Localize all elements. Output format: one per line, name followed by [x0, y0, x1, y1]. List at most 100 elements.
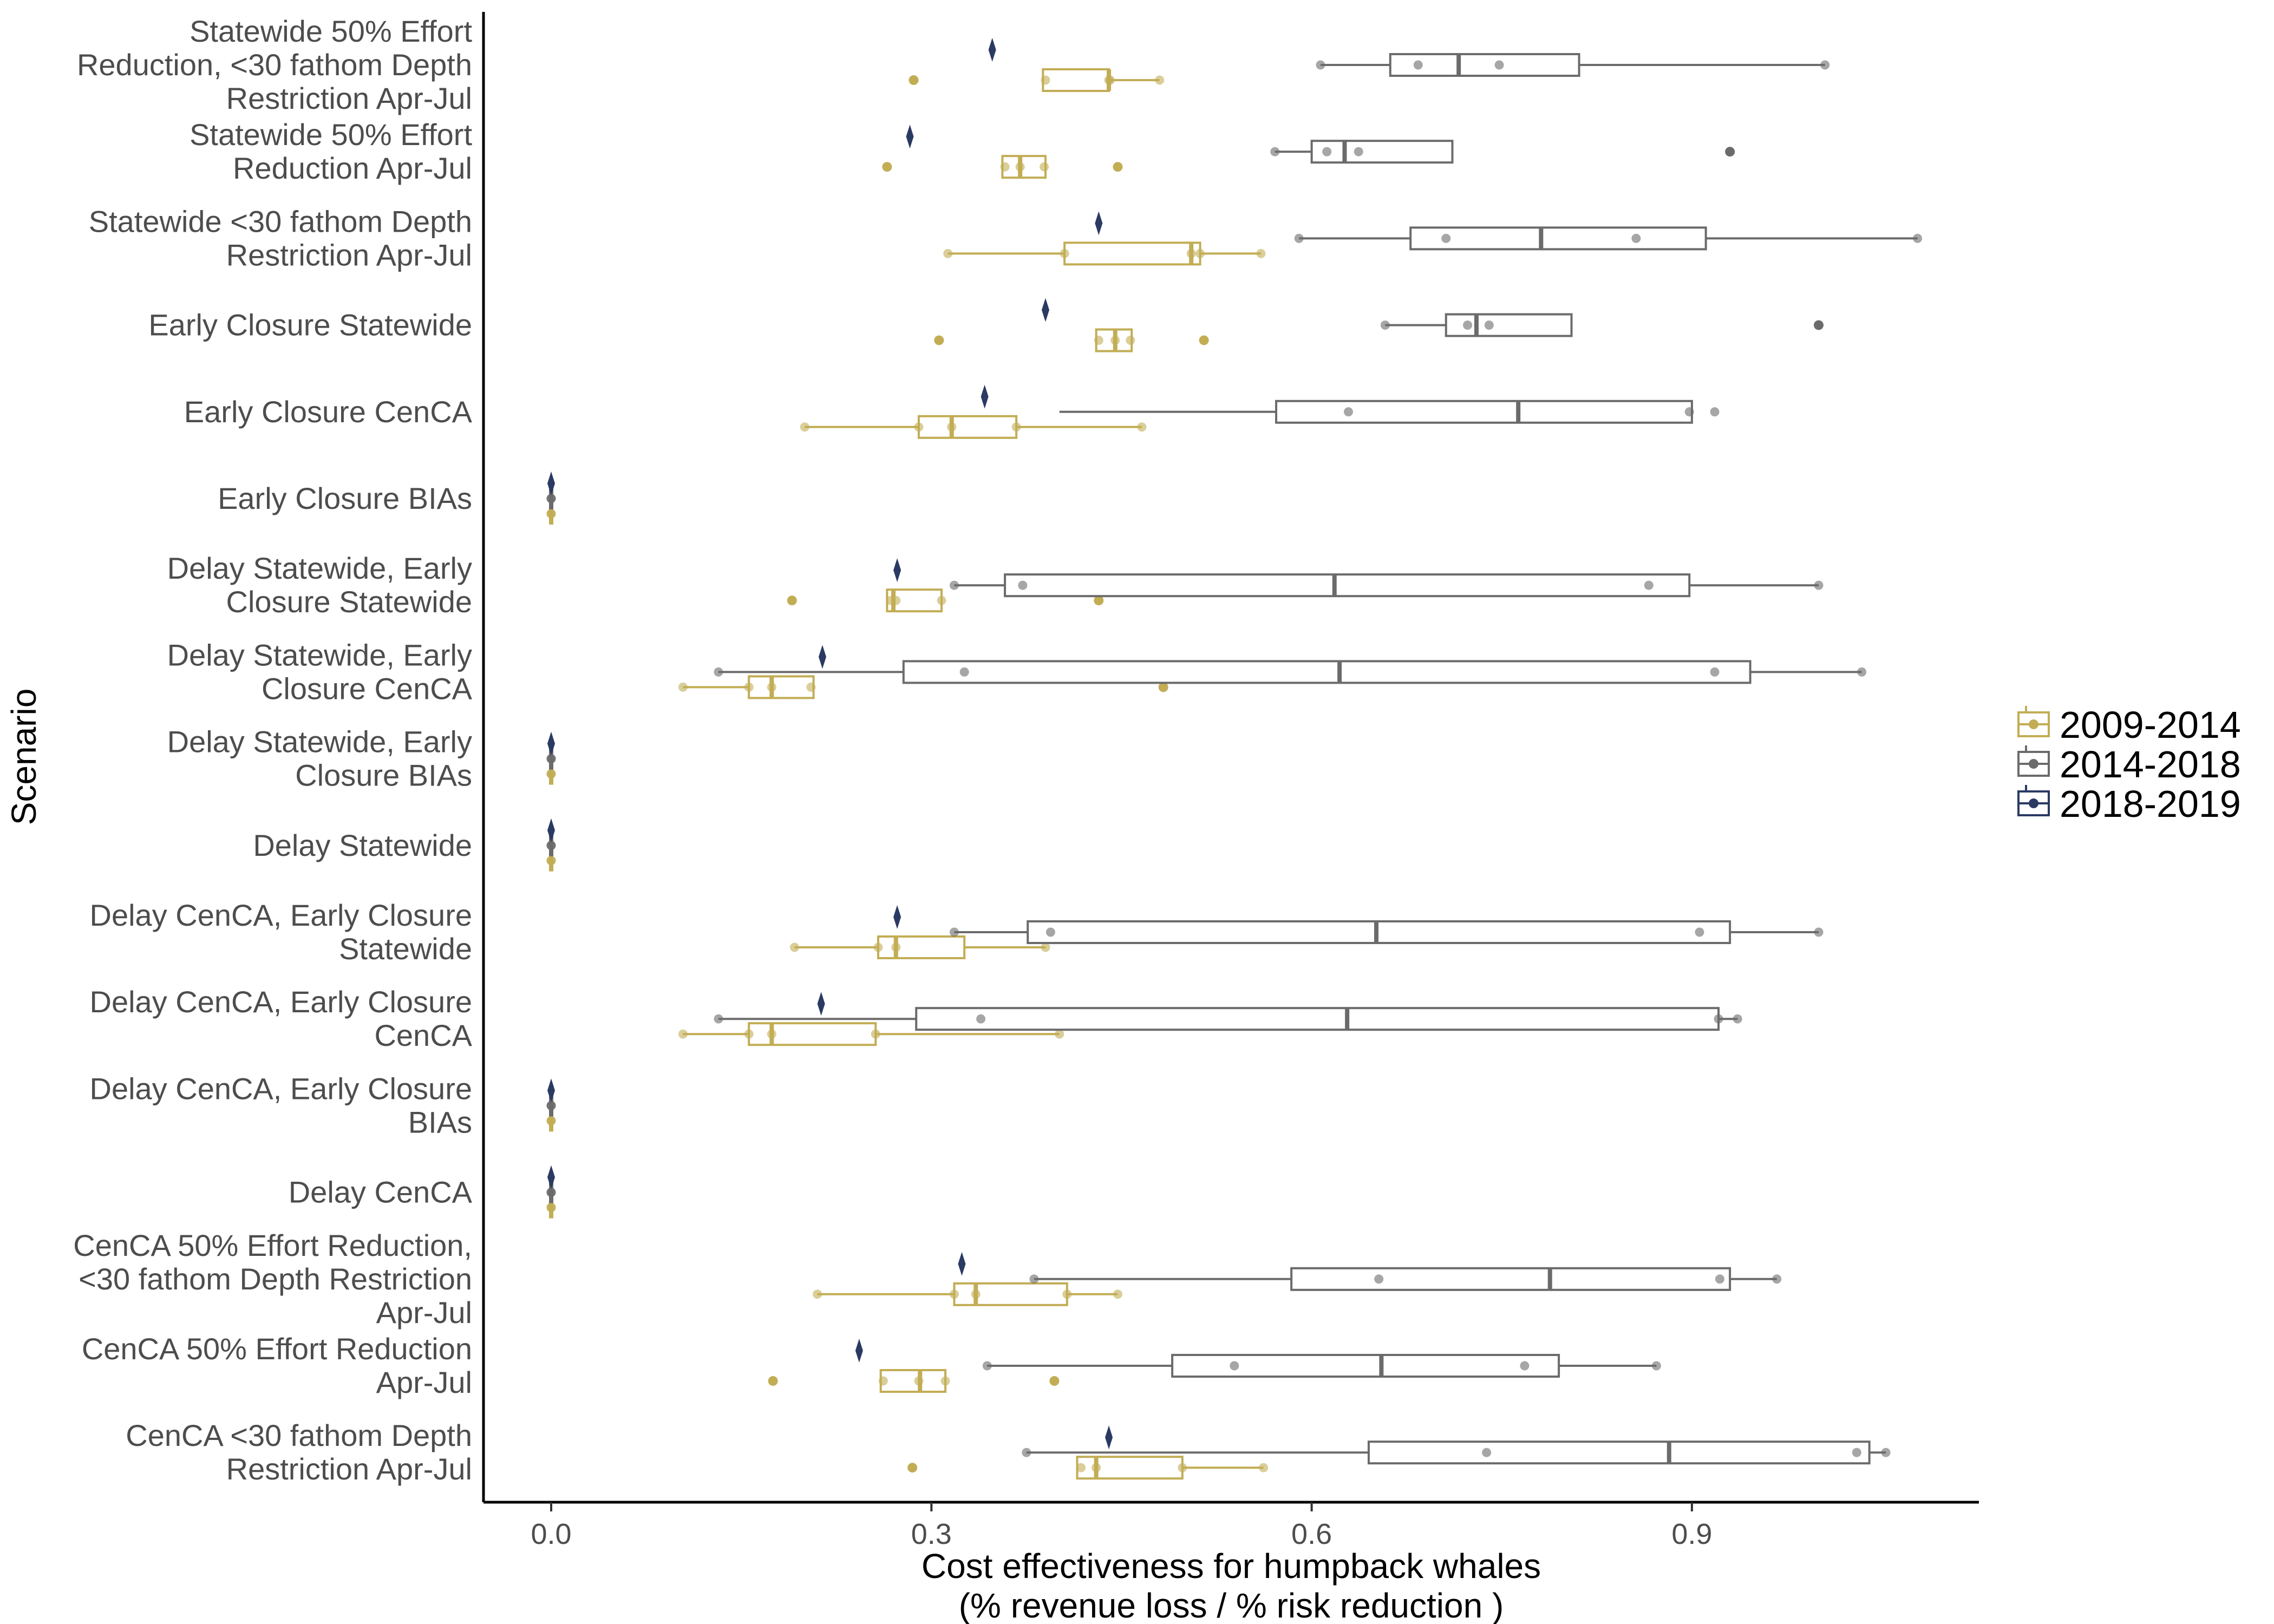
box-2009-2014-cat11 — [678, 1022, 1064, 1046]
box-2018-2019-cat12 — [547, 1078, 555, 1103]
point-2018-2019-cat15 — [855, 1339, 863, 1363]
point-2009-2014-cat6-1 — [891, 595, 901, 605]
box-2014-2018-cat9 — [546, 834, 556, 856]
point-2014-2018-cat16-1 — [1482, 1448, 1492, 1457]
box-rect-2009-2014-cat15 — [879, 1369, 947, 1393]
box-2009-2014-cat0 — [909, 68, 1165, 92]
outlier-2009-2014-cat1-1 — [1113, 162, 1123, 172]
point-2009-2014-cat10-2 — [891, 942, 901, 952]
outlier-2014-2018-cat1-0 — [1725, 147, 1735, 157]
x-axis-ticks: 0.0 0.3 0.6 0.9 — [531, 1502, 1712, 1550]
box-2009-2014-cat4 — [800, 415, 1147, 439]
point-2014-2018-cat1-0 — [1270, 147, 1280, 156]
point-2009-2014-cat0-3 — [1155, 75, 1165, 85]
category-label-6-line0: Delay Statewide, Early — [167, 551, 472, 585]
point-2014-2018-cat0-1 — [1413, 60, 1423, 70]
point-2018-2019-cat6 — [893, 558, 901, 582]
legend-key-point-1 — [2029, 759, 2038, 769]
box-2014-2018-cat2 — [1294, 226, 1923, 251]
point-2009-2014-cat11-1 — [744, 1029, 754, 1039]
category-label-2-line0: Statewide <30 fathom Depth — [89, 204, 472, 238]
category-label-1-line1: Reduction Apr-Jul — [233, 151, 472, 185]
point-2009-2014-cat4-1 — [914, 422, 924, 432]
point-2009-2014-cat15-1 — [914, 1376, 924, 1386]
point-2009-2014-cat7-1 — [744, 682, 754, 692]
point-2009-2014-cat11-4 — [1055, 1029, 1064, 1039]
point-2018-2019-cat13 — [547, 1165, 555, 1189]
point-2014-2018-cat7-1 — [959, 667, 969, 677]
category-label-15-line1: Apr-Jul — [376, 1365, 472, 1399]
point-2014-2018-cat10-3 — [1814, 927, 1824, 937]
point-2014-2018-cat11-1 — [976, 1014, 986, 1024]
box-rect-2009-2014-cat10 — [877, 935, 966, 959]
point-2014-2018-cat3-0 — [1380, 320, 1390, 330]
box-2018-2019-cat14 — [958, 1252, 966, 1276]
point-2009-2014-cat9-2 — [546, 856, 556, 866]
point-2014-2018-cat2-3 — [1913, 233, 1923, 243]
outlier-2009-2014-cat15-0 — [768, 1376, 778, 1386]
box-2018-2019-cat5 — [547, 472, 555, 495]
point-2009-2014-cat13-2 — [546, 1203, 556, 1213]
category-label-7-line0: Delay Statewide, Early — [167, 638, 472, 672]
point-2009-2014-cat2-0 — [943, 248, 953, 258]
point-2014-2018-cat13-2 — [546, 1188, 556, 1197]
point-2009-2014-cat11-2 — [767, 1029, 776, 1039]
point-2009-2014-cat4-4 — [1137, 422, 1147, 432]
point-2009-2014-cat2-2 — [1186, 248, 1196, 258]
outlier-2009-2014-cat1-0 — [882, 162, 892, 172]
point-2018-2019-cat16 — [1105, 1425, 1113, 1450]
point-2014-2018-cat9-2 — [546, 841, 556, 850]
box-2014-2018-cat1 — [1270, 140, 1735, 164]
box-2018-2019-cat7 — [818, 645, 826, 669]
x-tick-label-0: 0.0 — [531, 1518, 571, 1550]
outlier-2009-2014-cat3-1 — [1199, 335, 1209, 345]
box-2014-2018-cat6 — [949, 573, 1824, 598]
category-label-12-line0: Delay CenCA, Early Closure — [90, 1071, 472, 1105]
box-rect-2014-2018-cat11 — [915, 1007, 1720, 1031]
box-2014-2018-cat15 — [982, 1354, 1661, 1378]
legend-key-point-0 — [2029, 719, 2038, 729]
point-2014-2018-cat5-2 — [546, 494, 556, 503]
outlier-2014-2018-cat3-0 — [1814, 320, 1824, 330]
category-label-16-line1: Restriction Apr-Jul — [226, 1452, 472, 1486]
point-2009-2014-cat10-0 — [789, 942, 799, 952]
box-2009-2014-cat14 — [813, 1282, 1122, 1306]
category-label-16-line0: CenCA <30 fathom Depth — [126, 1418, 472, 1452]
point-2009-2014-cat15-2 — [940, 1376, 950, 1386]
outlier-2009-2014-cat6-1 — [1094, 595, 1104, 606]
category-label-15-line0: CenCA 50% Effort Reduction — [82, 1332, 472, 1366]
point-2014-2018-cat14-0 — [1029, 1274, 1039, 1284]
point-2014-2018-cat7-2 — [1710, 667, 1720, 677]
box-2009-2014-cat10 — [789, 935, 1050, 959]
category-label-14-line2: Apr-Jul — [376, 1295, 472, 1330]
box-rect-2009-2014-cat4 — [917, 415, 1018, 439]
category-label-13-line0: Delay CenCA — [289, 1175, 473, 1209]
point-2014-2018-cat3-2 — [1484, 320, 1494, 330]
category-label-2-line1: Restriction Apr-Jul — [226, 238, 472, 272]
box-rect-2014-2018-cat14 — [1290, 1267, 1731, 1291]
category-label-7-line1: Closure CenCA — [262, 671, 473, 705]
x-tick-label-1: 0.3 — [911, 1518, 952, 1550]
box-2014-2018-cat4 — [1059, 400, 1720, 424]
point-2014-2018-cat14-3 — [1772, 1274, 1782, 1284]
box-2009-2014-cat1 — [882, 155, 1123, 179]
x-tick-label-2: 0.6 — [1291, 1518, 1332, 1550]
point-2009-2014-cat4-2 — [947, 422, 957, 432]
category-label-4-line0: Early Closure CenCA — [184, 395, 473, 429]
point-2009-2014-cat10-1 — [873, 942, 883, 952]
point-2009-2014-cat14-4 — [1113, 1289, 1122, 1299]
chart-marks — [546, 38, 1923, 1480]
point-2014-2018-cat4-2 — [1710, 407, 1720, 417]
box-2014-2018-cat11 — [714, 1007, 1742, 1031]
outlier-2009-2014-cat7-0 — [1158, 682, 1168, 692]
x-axis-title-line1: Cost effectiveness for humpback whales — [922, 1547, 1541, 1586]
point-2009-2014-cat14-3 — [1062, 1289, 1072, 1299]
point-2009-2014-cat3-1 — [1110, 336, 1120, 345]
point-2009-2014-cat5-2 — [546, 509, 556, 519]
category-label-11-line1: CenCA — [374, 1018, 472, 1052]
point-2014-2018-cat11-3 — [1733, 1014, 1742, 1024]
category-label-8-line0: Delay Statewide, Early — [167, 725, 472, 759]
point-2018-2019-cat14 — [958, 1252, 966, 1276]
